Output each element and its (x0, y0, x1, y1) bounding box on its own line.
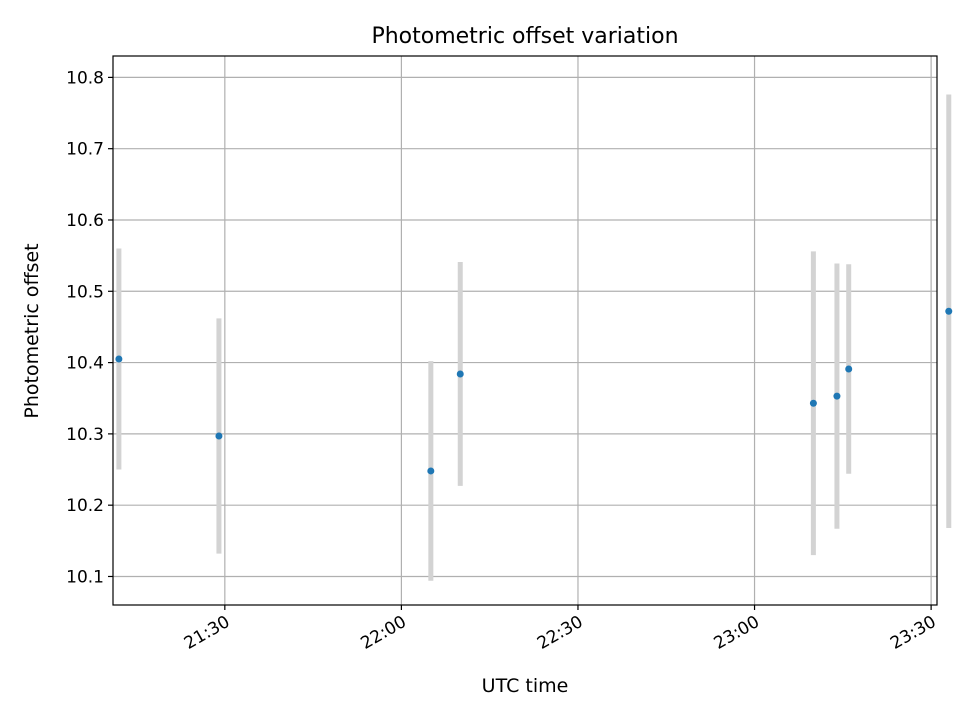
y-axis-ticks: 10.1 10.2 10.3 10.4 10.5 10.6 10.7 10.8 (66, 68, 113, 587)
data-point (833, 392, 841, 400)
y-tick-label: 10.5 (66, 282, 104, 302)
y-tick-label: 10.7 (66, 140, 104, 160)
data-point (845, 365, 853, 373)
data-point (427, 467, 435, 475)
plot-frame (112, 55, 938, 606)
y-tick-label: 10.8 (66, 68, 104, 88)
y-tick-label: 10.6 (66, 211, 104, 231)
grid (113, 56, 937, 605)
x-axis-label: UTC time (482, 675, 569, 697)
y-tick-label: 10.2 (66, 496, 104, 516)
y-axis-label: Photometric offset (21, 243, 43, 418)
data-point (945, 307, 953, 315)
data-point (215, 432, 223, 440)
y-tick-label: 10.1 (66, 567, 104, 587)
data-points (115, 307, 953, 475)
data-point (115, 355, 123, 363)
chart-title: Photometric offset variation (371, 24, 678, 49)
data-point (456, 370, 464, 378)
y-tick-label: 10.4 (66, 354, 104, 374)
y-tick-label: 10.3 (66, 425, 104, 445)
data-point (809, 399, 817, 407)
